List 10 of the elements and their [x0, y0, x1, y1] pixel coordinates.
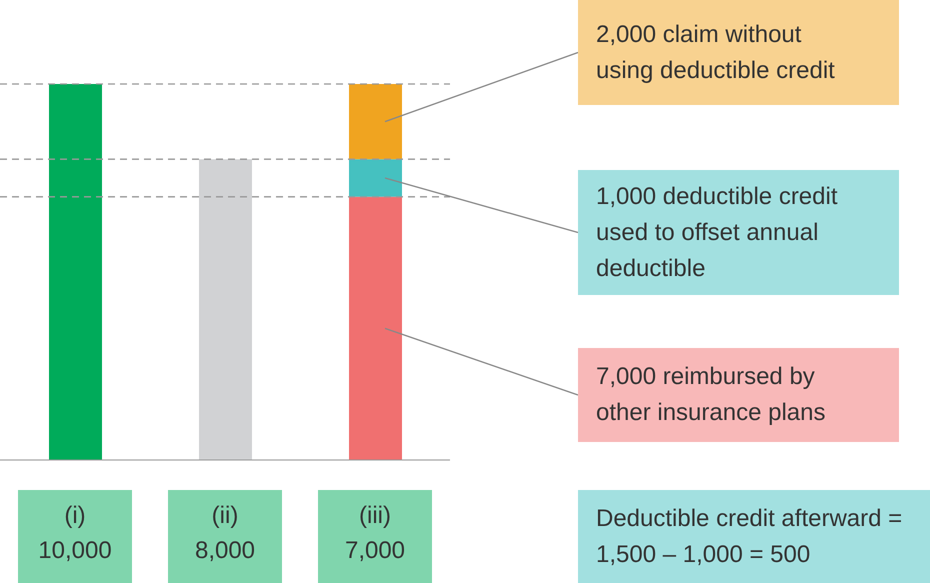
data-label: 7,000 — [344, 537, 406, 564]
x-tick-label: (ii) — [212, 502, 238, 529]
data-label: 10,000 — [38, 537, 112, 564]
data-label: 8,000 — [194, 537, 256, 564]
text: 1,000 deductible credit used to offset annual deductible — [596, 182, 838, 284]
text: Deductible credit afterward = 1,500 – 1,000 = 500 — [596, 504, 904, 570]
text: 7,000 reimbursed by other insurance plans — [596, 362, 826, 428]
text: 2,000 claim without using deductible credit — [596, 20, 836, 86]
x-tick-label: (i) — [64, 502, 86, 529]
x-tick-label: (iii) — [359, 502, 391, 529]
